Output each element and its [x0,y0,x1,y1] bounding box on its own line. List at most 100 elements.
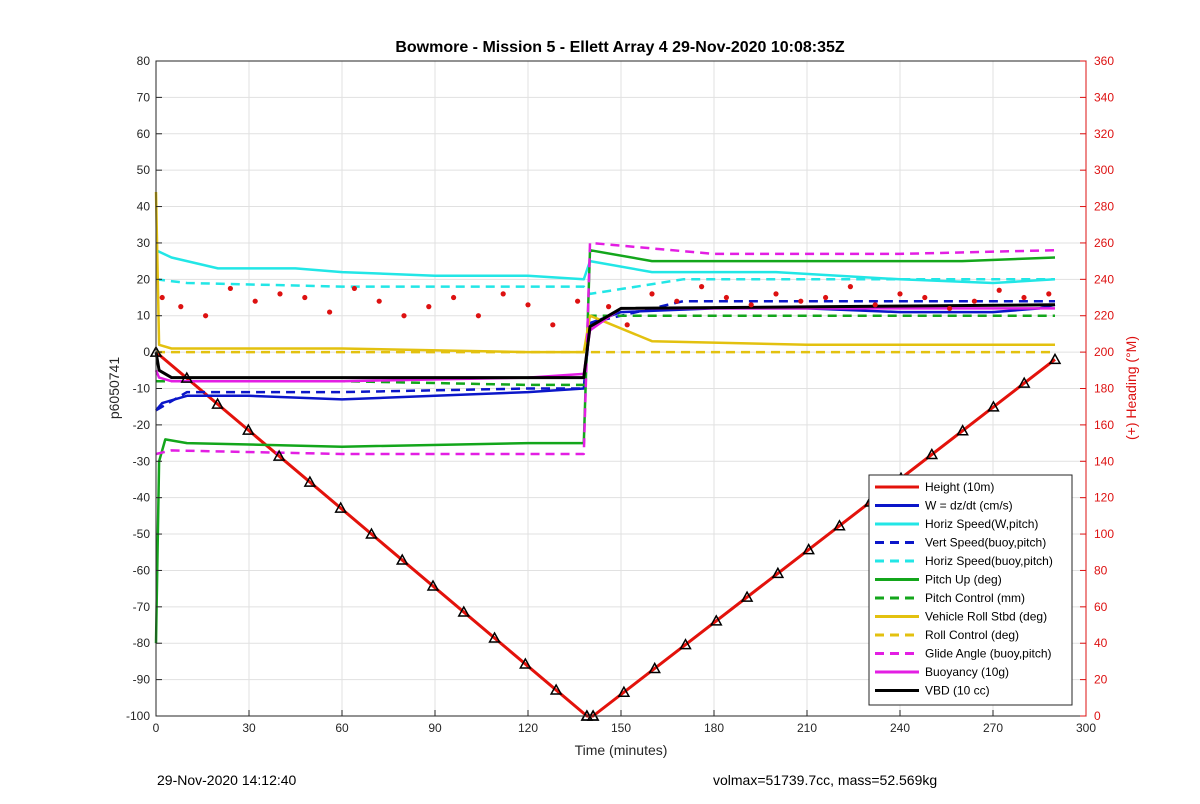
y-tick-label: 70 [137,90,151,104]
y2-tick-label: 260 [1094,236,1114,250]
height-marker [709,614,723,626]
legend-label-vehicle-roll-stbd-deg: Vehicle Roll Stbd (deg) [925,610,1047,624]
legend-label-roll-control-deg: Roll Control (deg) [925,628,1019,642]
height-marker [211,397,224,409]
y-tick-label: 20 [137,272,151,286]
heading-point [159,294,165,301]
heading-point [773,291,779,297]
x-tick-label: 0 [153,721,160,735]
legend-box [868,474,1073,706]
y2-tick-label: 140 [1094,454,1114,468]
height-marker [519,657,532,669]
height-marker [303,475,317,487]
heading-point [798,298,804,304]
height-marker [272,449,286,461]
y-tick-label: -10 [133,382,151,396]
heading-point [351,285,357,292]
x-tick-label: 180 [704,721,724,735]
y-tick-label: -40 [133,491,151,505]
heading-point [401,313,407,319]
y-tick-label: 60 [137,127,151,141]
y2-tick-label: 20 [1094,673,1108,687]
chart-title: Bowmore - Mission 5 - Ellett Array 4 29-… [395,39,845,56]
footer-timestamp: 29-Nov-2020 14:12:40 [157,772,297,788]
height-marker [426,579,440,591]
y2-tick-label: 200 [1094,345,1114,359]
heading-point [302,294,308,301]
x-tick-label: 300 [1076,721,1096,735]
heading-point [227,285,233,292]
x-tick-label: 90 [428,721,442,735]
heading-point [847,284,854,290]
y2-tick-label: 80 [1094,563,1108,577]
heading-point [475,313,481,319]
x-tick-label: 150 [611,721,631,735]
y-tick-label: -20 [133,418,151,432]
height-marker [617,685,631,697]
series-pitch-control-mm [156,314,1055,387]
heading-point [748,302,754,308]
x-tick-label: 240 [890,721,910,735]
y2-tick-label: 240 [1094,272,1114,286]
y-tick-label: -80 [133,636,151,650]
y2-tick-label: 100 [1094,527,1114,541]
y2-tick-label: 120 [1094,491,1114,505]
y-tick-label: 10 [137,309,151,323]
series-glide-angle-buoy-pitch [155,241,1056,456]
heading-point [277,291,283,297]
height-marker [987,400,1000,412]
legend-label-pitch-up-deg: Pitch Up (deg) [925,573,1002,587]
height-marker [457,605,471,617]
y-tick-label: -50 [133,527,151,541]
y2-tick-label: 360 [1094,54,1114,68]
height-marker [1048,352,1062,365]
legend: Height (10m) W = dz/dt (cm/s) Horiz Speed(… [868,474,1073,706]
y2-axis-label: (+) Heading (°M) [1123,336,1139,440]
height-marker [242,423,255,435]
legend-label-horiz-speed-w-pitch: Horiz Speed(W,pitch) [925,517,1038,531]
heading-point [327,309,333,315]
height-marker [740,590,754,602]
heading-point [426,304,432,310]
y2-tick-label: 340 [1094,90,1114,104]
y2-tick-label: 40 [1094,636,1108,650]
y2-tick-label: 60 [1094,600,1108,614]
heading-point [1046,291,1052,297]
height-marker [802,543,815,555]
heading-point [971,298,978,304]
heading-point [674,298,680,304]
y2-tick-label: 220 [1094,309,1114,323]
y2-tick-label: 280 [1094,200,1114,214]
y-tick-label: -60 [133,563,151,577]
legend-label-height-10m: Height (10m) [925,480,994,494]
heading-point [1021,294,1027,301]
heading-point [823,294,829,301]
heading-point [203,313,209,319]
y-tick-label: 50 [137,163,151,177]
legend-label-glide-angle-buoy-pitch: Glide Angle (buoy,pitch) [925,647,1052,661]
heading-point [699,284,705,290]
series-vbd-10-cc [154,303,1056,380]
y-tick-label: -70 [133,600,151,614]
legend-label-pitch-control-mm: Pitch Control (mm) [925,591,1025,605]
y-tick-label: -90 [133,673,151,687]
heading-point [178,304,184,310]
legend-label-vbd-10-cc: VBD (10 cc) [925,684,990,698]
y-tick-label: 0 [143,345,150,359]
heading-point [575,298,581,304]
x-tick-label: 120 [518,721,538,735]
series-horiz-speed-buoy-pitch [155,278,1055,296]
height-marker [833,519,846,531]
height-marker [956,424,969,436]
heading-point [996,287,1002,293]
heading-point [922,294,928,301]
y2-tick-label: 0 [1094,709,1101,723]
height-marker [549,683,563,695]
y2-tick-label: 180 [1094,382,1114,396]
heading-point [872,302,878,308]
heading-point [897,291,903,297]
heading-point [451,294,457,301]
heading-point [606,304,612,310]
height-marker [648,661,661,674]
y2-tick-label: 160 [1094,418,1114,432]
